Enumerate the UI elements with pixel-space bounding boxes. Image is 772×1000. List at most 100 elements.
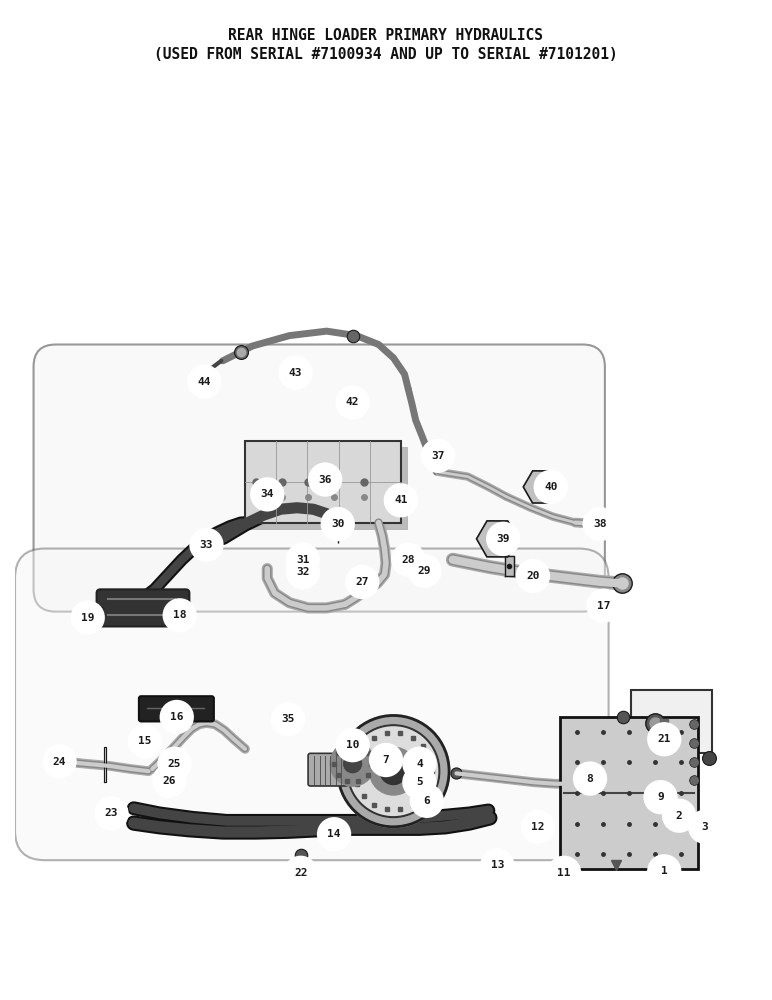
Text: 35: 35	[281, 714, 295, 724]
Circle shape	[321, 508, 354, 540]
Circle shape	[158, 747, 191, 780]
Circle shape	[481, 849, 513, 882]
FancyBboxPatch shape	[15, 549, 608, 860]
Text: 20: 20	[527, 571, 540, 581]
FancyBboxPatch shape	[560, 717, 698, 869]
Text: 4: 4	[416, 759, 423, 769]
Text: 39: 39	[496, 534, 510, 544]
FancyBboxPatch shape	[631, 690, 713, 753]
Circle shape	[584, 508, 616, 540]
Circle shape	[587, 589, 620, 622]
Circle shape	[318, 818, 350, 851]
FancyBboxPatch shape	[96, 589, 189, 626]
Text: 40: 40	[544, 482, 557, 492]
Circle shape	[284, 856, 317, 889]
Text: 15: 15	[138, 736, 151, 746]
Text: 11: 11	[557, 868, 571, 878]
Text: 30: 30	[331, 519, 344, 529]
Circle shape	[403, 766, 435, 799]
Text: 24: 24	[52, 757, 66, 767]
Text: 27: 27	[356, 577, 369, 587]
Circle shape	[487, 523, 520, 555]
Text: 32: 32	[296, 567, 310, 577]
FancyBboxPatch shape	[245, 441, 401, 523]
Circle shape	[422, 439, 454, 472]
FancyBboxPatch shape	[139, 696, 214, 721]
Text: 8: 8	[587, 774, 594, 784]
Circle shape	[164, 599, 196, 632]
Text: 14: 14	[327, 829, 340, 839]
Text: 29: 29	[418, 566, 432, 576]
Circle shape	[286, 556, 319, 589]
Polygon shape	[104, 747, 106, 782]
Text: 13: 13	[490, 860, 504, 870]
Text: REAR HINGE LOADER PRIMARY HYDRAULICS: REAR HINGE LOADER PRIMARY HYDRAULICS	[229, 28, 543, 43]
Text: 9: 9	[657, 792, 664, 802]
Text: 17: 17	[597, 601, 610, 611]
Text: 23: 23	[105, 808, 118, 818]
Text: (USED FROM SERIAL #7100934 AND UP TO SERIAL #7101201): (USED FROM SERIAL #7100934 AND UP TO SER…	[154, 47, 618, 62]
Text: 18: 18	[173, 610, 187, 620]
Circle shape	[43, 745, 76, 778]
Text: 33: 33	[200, 540, 213, 550]
Text: 34: 34	[260, 489, 274, 499]
Text: 36: 36	[318, 475, 332, 485]
Circle shape	[411, 785, 443, 817]
Circle shape	[344, 755, 361, 773]
Circle shape	[380, 758, 407, 785]
Text: 37: 37	[432, 451, 445, 461]
Circle shape	[188, 365, 221, 398]
Circle shape	[95, 797, 128, 830]
Circle shape	[644, 781, 677, 813]
Text: 19: 19	[81, 613, 94, 623]
Text: 5: 5	[416, 777, 423, 787]
Circle shape	[522, 810, 554, 843]
Circle shape	[286, 543, 319, 576]
Text: 28: 28	[401, 555, 415, 565]
Circle shape	[408, 554, 441, 587]
Circle shape	[272, 703, 304, 736]
Text: 21: 21	[658, 734, 671, 744]
Circle shape	[384, 484, 417, 517]
FancyBboxPatch shape	[33, 344, 605, 612]
Circle shape	[153, 764, 185, 797]
Circle shape	[128, 725, 161, 758]
Circle shape	[337, 386, 369, 419]
Circle shape	[370, 747, 417, 795]
Circle shape	[403, 747, 435, 780]
Text: 22: 22	[294, 868, 307, 878]
Circle shape	[338, 716, 449, 827]
Text: 42: 42	[346, 397, 359, 407]
Text: 1: 1	[661, 866, 668, 876]
Circle shape	[574, 762, 606, 795]
Text: 43: 43	[289, 368, 302, 378]
Circle shape	[347, 725, 439, 817]
Text: 25: 25	[168, 759, 181, 769]
Circle shape	[330, 741, 375, 786]
Text: 31: 31	[296, 555, 310, 565]
Text: 38: 38	[593, 519, 607, 529]
Circle shape	[346, 566, 378, 598]
Text: 6: 6	[423, 796, 430, 806]
Circle shape	[337, 729, 369, 762]
Circle shape	[309, 463, 341, 496]
Circle shape	[663, 799, 696, 832]
Circle shape	[190, 529, 223, 561]
Text: 10: 10	[346, 740, 359, 750]
Circle shape	[534, 471, 567, 503]
Circle shape	[648, 855, 681, 888]
FancyBboxPatch shape	[251, 447, 407, 529]
Text: 44: 44	[198, 377, 211, 387]
Circle shape	[279, 356, 312, 389]
Circle shape	[251, 478, 283, 511]
Circle shape	[392, 543, 425, 576]
FancyBboxPatch shape	[308, 753, 348, 786]
Text: 7: 7	[383, 755, 389, 765]
Text: 12: 12	[531, 822, 545, 832]
Circle shape	[71, 601, 104, 634]
Circle shape	[370, 744, 402, 776]
Circle shape	[689, 810, 721, 843]
Text: 2: 2	[676, 811, 682, 821]
Text: 41: 41	[394, 495, 408, 505]
Text: 26: 26	[163, 776, 176, 786]
